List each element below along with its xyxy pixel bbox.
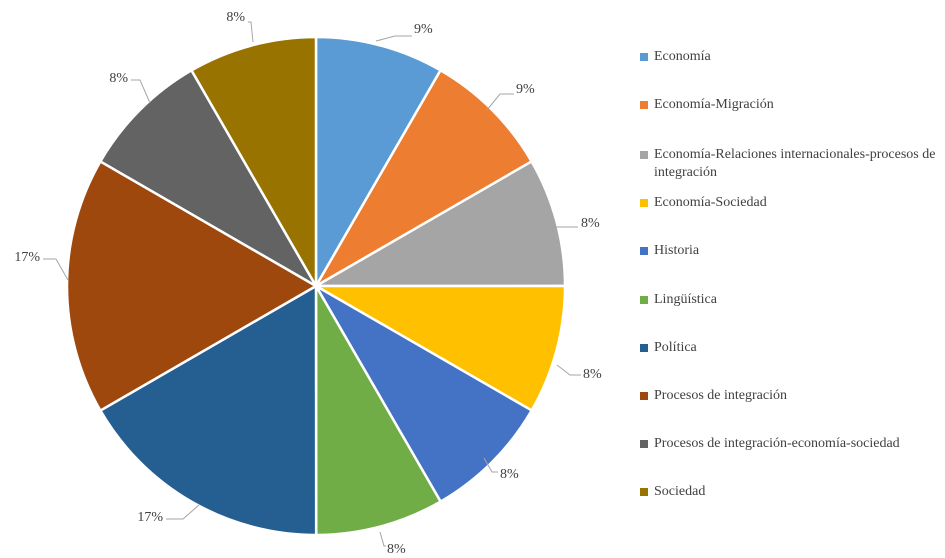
pie-slice-3: [311, 159, 567, 288]
leader-line-9: [131, 79, 151, 104]
legend-label: Historia: [654, 243, 700, 258]
legend-label: Procesos de integración-economía-socieda…: [654, 436, 900, 451]
legend-item-4: Economía-Sociedad: [640, 194, 939, 212]
legend-label: Procesos de integración: [654, 388, 787, 403]
legend-item-7: Política: [640, 339, 939, 357]
leader-line-5: [483, 457, 498, 473]
legend-item-9: Procesos de integración-economía-socieda…: [640, 435, 939, 453]
legend-item-10: Sociedad: [640, 483, 939, 501]
data-label-9: 8%: [109, 71, 128, 86]
legend-item-8: Procesos de integración: [640, 387, 939, 405]
legend-swatch: [640, 247, 648, 255]
legend-item-5: Historia: [640, 242, 939, 260]
pie-slice-5: [312, 282, 534, 504]
leader-line-2: [486, 93, 514, 111]
leader-line-7: [166, 504, 200, 520]
pie-slice-1: [314, 35, 443, 291]
data-label-6: 8%: [387, 542, 406, 557]
data-label-3: 8%: [581, 216, 600, 231]
data-label-1: 9%: [414, 22, 433, 37]
pie-slice-6: [314, 281, 443, 537]
pie-slice-9: [98, 68, 320, 290]
legend-item-6: Lingüística: [640, 291, 939, 309]
data-label-5: 8%: [500, 467, 519, 482]
data-label-8: 17%: [14, 250, 40, 265]
legend-swatch: [640, 199, 648, 207]
legend-swatch: [640, 392, 648, 400]
data-label-7: 17%: [137, 510, 163, 525]
legend-swatch: [640, 344, 648, 352]
leader-line-4: [556, 364, 581, 376]
legend-item-1: Economía: [640, 48, 939, 66]
data-label-10: 8%: [226, 10, 245, 25]
pie-slice-7: [98, 283, 318, 537]
legend-label: Política: [654, 340, 697, 355]
legend-label: Lingüística: [654, 292, 717, 307]
data-label-4: 8%: [583, 367, 602, 382]
pie-slice-10: [189, 35, 318, 291]
leader-line-1: [375, 35, 412, 42]
pie-slice-2: [312, 68, 534, 290]
leader-line-10: [248, 21, 254, 43]
legend-item-2: Economía-Migración: [640, 96, 939, 114]
legend-label: Sociedad: [654, 484, 706, 499]
legend-swatch: [640, 151, 648, 159]
legend-label: Economía-Sociedad: [654, 195, 767, 210]
legend-label: Economía-Migración: [654, 97, 774, 112]
legend-label: Economía: [654, 49, 711, 64]
legend-swatch: [640, 296, 648, 304]
legend-swatch: [640, 53, 648, 61]
pie-slice-8: [65, 159, 319, 413]
pie-slice-4: [311, 284, 567, 413]
legend-label: Economía-Relaciones internacionales-proc…: [654, 147, 936, 180]
leader-line-8: [43, 258, 69, 281]
legend-swatch: [640, 488, 648, 496]
legend-item-3: Economía-Relaciones internacionales-proc…: [640, 146, 939, 182]
leader-line-6: [379, 531, 386, 547]
data-label-2: 9%: [516, 82, 535, 97]
legend-swatch: [640, 440, 648, 448]
legend-swatch: [640, 101, 648, 109]
